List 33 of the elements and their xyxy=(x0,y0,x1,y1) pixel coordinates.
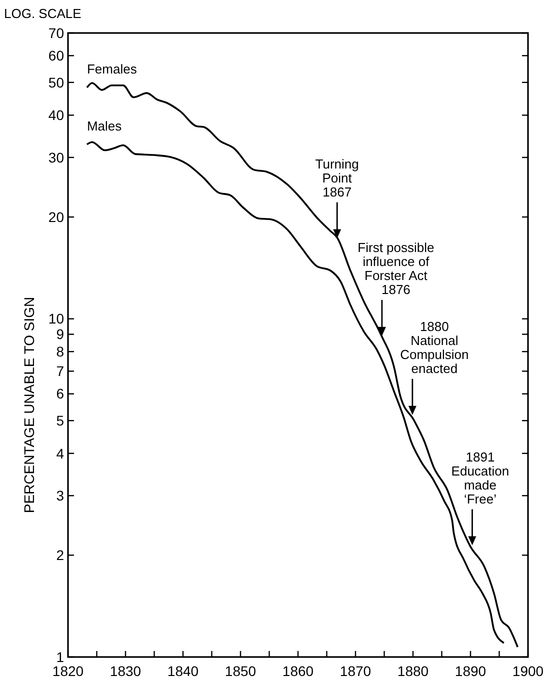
y-tick-label: 20 xyxy=(48,208,64,225)
x-tick-label: 1860 xyxy=(282,663,314,679)
x-tick-label: 1880 xyxy=(397,663,429,679)
annotation: First possible influence of Forster Act 1876 xyxy=(358,240,434,297)
x-tick-label: 1830 xyxy=(110,663,142,679)
x-tick-label: 1870 xyxy=(340,663,372,679)
y-tick-label: 5 xyxy=(56,412,64,429)
y-tick-label: 6 xyxy=(56,386,64,402)
y-tick-label: 9 xyxy=(56,326,64,342)
y-tick-label: 10 xyxy=(48,310,64,327)
y-axis-title: PERCENTAGE UNABLE TO SIGN xyxy=(21,296,37,514)
y-tick-label: 60 xyxy=(48,48,64,64)
series-label: Females xyxy=(86,62,138,76)
y-tick-label: 2 xyxy=(56,547,64,564)
x-tick-label: 1890 xyxy=(454,663,486,679)
x-tick-label: 1900 xyxy=(512,663,544,679)
series-label: Males xyxy=(86,118,122,134)
y-tick-label: 1 xyxy=(56,648,64,665)
annotation: 1880 National Compulsion enacted xyxy=(400,318,469,376)
annotation: Turning Point 1867 xyxy=(315,156,359,200)
x-tick-label: 1820 xyxy=(52,663,84,679)
y-tick-label: 40 xyxy=(48,107,64,124)
y-tick-label: 8 xyxy=(56,343,64,360)
y-tick-label: 30 xyxy=(48,149,64,166)
annotation: 1891 Education made ‘Free’ xyxy=(451,449,510,506)
text: LOG. SCALE xyxy=(4,6,82,21)
y-tick-label: 3 xyxy=(56,488,64,504)
x-tick-label: 1850 xyxy=(224,663,256,679)
y-tick-label: 70 xyxy=(48,24,64,41)
y-tick-label: 7 xyxy=(56,363,64,380)
x-tick-label: 1840 xyxy=(167,663,199,679)
y-tick-label: 4 xyxy=(56,445,64,462)
y-tick-label: 50 xyxy=(48,74,64,90)
